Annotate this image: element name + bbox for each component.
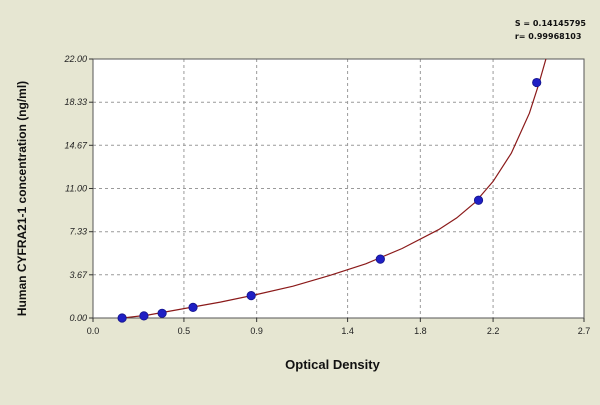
x-tick-label: 2.2 xyxy=(487,326,500,336)
y-tick-label: 22.00 xyxy=(63,54,87,64)
data-point xyxy=(139,311,149,321)
y-tick-label: 0.00 xyxy=(69,313,87,323)
y-tick-label: 18.33 xyxy=(64,97,87,107)
fit-curve xyxy=(122,59,547,318)
data-point xyxy=(375,254,385,264)
data-point xyxy=(157,308,167,318)
y-tick-label: 7.33 xyxy=(69,227,87,237)
fit-s-value: S = 0.14145795 xyxy=(514,19,586,28)
x-tick-label: 2.7 xyxy=(578,326,591,336)
fit-r-value: r= 0.99968103 xyxy=(514,32,582,41)
y-tick-label: 14.67 xyxy=(64,140,88,150)
data-point xyxy=(473,195,484,205)
y-tick-label: 11.00 xyxy=(65,184,87,194)
x-tick-label: 0.9 xyxy=(250,326,263,336)
fit-statistics: S = 0.14145795 r= 0.99968103 xyxy=(515,17,586,43)
data-point xyxy=(246,291,256,301)
y-tick-label: 3.67 xyxy=(69,270,88,280)
x-tick-label: 1.8 xyxy=(414,326,427,336)
data-point xyxy=(188,302,198,313)
plot-layer: 0.0 0.5 0.9 1.4 1.8 2.2 2.7 0.00 3.67 7.33 11.00 14… xyxy=(15,54,591,372)
data-point xyxy=(532,77,542,88)
x-tick-label: 0.0 xyxy=(87,326,100,336)
x-tick-label: 1.4 xyxy=(341,326,354,336)
data-point xyxy=(117,313,127,323)
y-axis-label: Human CYFRA21-1 concentration (ng/ml) xyxy=(15,81,29,316)
x-tick-label: 0.5 xyxy=(178,326,191,336)
x-axis-label: Optical Density xyxy=(285,357,380,372)
